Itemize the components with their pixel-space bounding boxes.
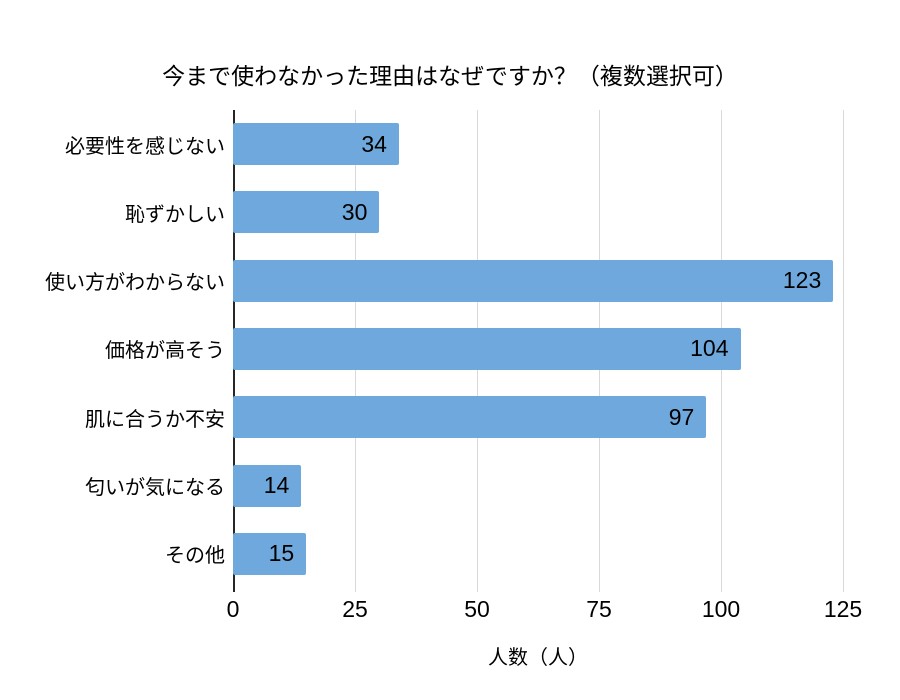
bar-value-label: 14 bbox=[263, 472, 290, 499]
bar-rows: 必要性を感じない 34 恥ずかしい 30 使い方がわからない 123 価格が高そう 104 肌に… bbox=[0, 110, 843, 588]
chart-title: 今まで使わなかった理由はなぜですか？（複数選択可） bbox=[162, 63, 738, 89]
bar-track: 123 bbox=[233, 247, 843, 315]
bar-track: 14 bbox=[233, 451, 843, 519]
gridline bbox=[843, 110, 844, 592]
bar-value-label: 97 bbox=[668, 403, 695, 430]
bar-track: 34 bbox=[233, 110, 843, 178]
bar: 104 bbox=[233, 327, 741, 370]
bar-row: 価格が高そう 104 bbox=[0, 315, 843, 383]
bar-track: 97 bbox=[233, 383, 843, 451]
bar-track: 104 bbox=[233, 315, 843, 383]
x-tick-label: 125 bbox=[823, 596, 863, 622]
bar-row: その他 15 bbox=[0, 520, 843, 588]
category-label: 肌に合うか不安 bbox=[85, 408, 225, 431]
category-label: その他 bbox=[165, 545, 225, 568]
x-tick-label: 100 bbox=[701, 596, 741, 622]
bar-row: 肌に合うか不安 97 bbox=[0, 383, 843, 451]
bar: 123 bbox=[233, 259, 834, 302]
bar-value-label: 15 bbox=[268, 540, 295, 567]
bar: 97 bbox=[233, 396, 707, 439]
x-tick-label: 0 bbox=[226, 596, 240, 622]
bar-row: 恥ずかしい 30 bbox=[0, 178, 843, 246]
bar: 30 bbox=[233, 191, 380, 234]
bar-row: 必要性を感じない 34 bbox=[0, 110, 843, 178]
bar: 34 bbox=[233, 123, 399, 166]
category-label: 恥ずかしい bbox=[125, 203, 225, 226]
x-axis-ticks: 0 25 50 75 100 125 bbox=[227, 596, 863, 624]
bar-value-label: 123 bbox=[782, 267, 822, 294]
category-label: 必要性を感じない bbox=[65, 135, 225, 158]
x-tick-label: 25 bbox=[342, 596, 368, 622]
bar-track: 30 bbox=[233, 178, 843, 246]
category-label: 使い方がわからない bbox=[45, 272, 225, 295]
x-tick-label: 50 bbox=[464, 596, 490, 622]
bar-value-label: 104 bbox=[690, 335, 729, 362]
bar-row: 匂いが気になる 14 bbox=[0, 451, 843, 519]
x-axis-title: 人数（人） bbox=[488, 647, 588, 669]
bar: 14 bbox=[233, 464, 302, 507]
category-label: 価格が高そう bbox=[105, 340, 225, 363]
bar-row: 使い方がわからない 123 bbox=[0, 247, 843, 315]
x-tick-label: 75 bbox=[586, 596, 612, 622]
bar-value-label: 30 bbox=[341, 198, 368, 225]
category-label: 匂いが気になる bbox=[85, 477, 225, 500]
bar-track: 15 bbox=[233, 520, 843, 588]
bar: 15 bbox=[233, 532, 307, 575]
bar-value-label: 34 bbox=[361, 130, 387, 157]
